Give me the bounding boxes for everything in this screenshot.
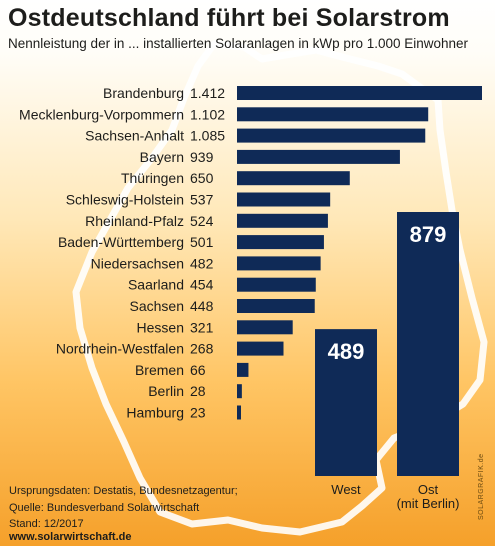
region-category-label: (mit Berlin) <box>397 496 460 511</box>
value-label: 66 <box>190 362 206 378</box>
state-bar <box>237 299 315 313</box>
value-label: 501 <box>190 234 214 250</box>
category-label: Niedersachsen <box>91 255 184 271</box>
value-label: 524 <box>190 213 214 229</box>
category-label: Hamburg <box>126 405 184 421</box>
graphic-credit: SOLARGRAFIK.de <box>478 453 485 520</box>
category-label: Nordrhein-Westfalen <box>56 341 184 357</box>
region-value-label: 879 <box>410 222 447 247</box>
category-label: Saarland <box>128 277 184 293</box>
category-label: Rheinland-Pfalz <box>85 213 184 229</box>
state-bar <box>237 405 241 420</box>
region-category-label: West <box>331 482 361 497</box>
value-label: 1.412 <box>190 85 225 101</box>
source-line-3: Stand: 12/2017 <box>9 518 84 530</box>
region-bar <box>397 212 459 476</box>
state-bar <box>237 86 482 100</box>
value-label: 321 <box>190 319 214 335</box>
state-bar <box>237 149 400 164</box>
state-bar <box>237 213 328 228</box>
region-value-label: 489 <box>328 339 365 364</box>
value-label: 23 <box>190 405 206 421</box>
state-bar <box>237 277 316 292</box>
source-line-2: Quelle: Bundesverband Solarwirtschaft <box>9 502 200 514</box>
state-bar <box>237 384 242 399</box>
category-label: Sachsen-Anhalt <box>85 128 184 144</box>
value-label: 1.085 <box>190 128 225 144</box>
state-bar <box>237 256 321 271</box>
state-bar <box>237 235 324 250</box>
category-label: Mecklenburg-Vorpommern <box>19 106 184 122</box>
category-label: Baden-Württemberg <box>58 234 184 250</box>
category-label: Thüringen <box>121 170 184 186</box>
state-bar <box>237 107 429 122</box>
value-label: 939 <box>190 149 214 165</box>
value-label: 268 <box>190 341 214 357</box>
category-label: Bayern <box>140 149 184 165</box>
state-bar <box>237 341 284 356</box>
website-link[interactable]: www.solarwirtschaft.de <box>9 531 132 543</box>
value-label: 650 <box>190 170 214 186</box>
chart-subtitle: Nennleistung der in ... installierten So… <box>8 36 469 51</box>
chart-title: Ostdeutschland führt bei Solarstrom <box>8 4 450 32</box>
state-bar <box>237 362 249 377</box>
category-label: Bremen <box>135 362 184 378</box>
value-label: 454 <box>190 277 214 293</box>
category-label: Berlin <box>148 383 184 399</box>
category-label: Hessen <box>137 319 184 335</box>
category-label: Sachsen <box>130 298 184 314</box>
value-label: 448 <box>190 298 214 314</box>
state-bar <box>237 192 331 207</box>
value-label: 28 <box>190 383 206 399</box>
region-bar <box>315 329 377 476</box>
value-label: 482 <box>190 255 214 271</box>
region-category-label: Ost <box>418 482 439 497</box>
state-bar <box>237 128 426 143</box>
source-line-1: Ursprungsdaten: Destatis, Bundesnetzagen… <box>9 485 238 497</box>
state-bar <box>237 320 293 335</box>
category-label: Brandenburg <box>103 85 184 101</box>
value-label: 1.102 <box>190 106 225 122</box>
value-label: 537 <box>190 192 214 208</box>
category-label: Schleswig-Holstein <box>66 192 184 208</box>
state-bar <box>237 171 350 186</box>
